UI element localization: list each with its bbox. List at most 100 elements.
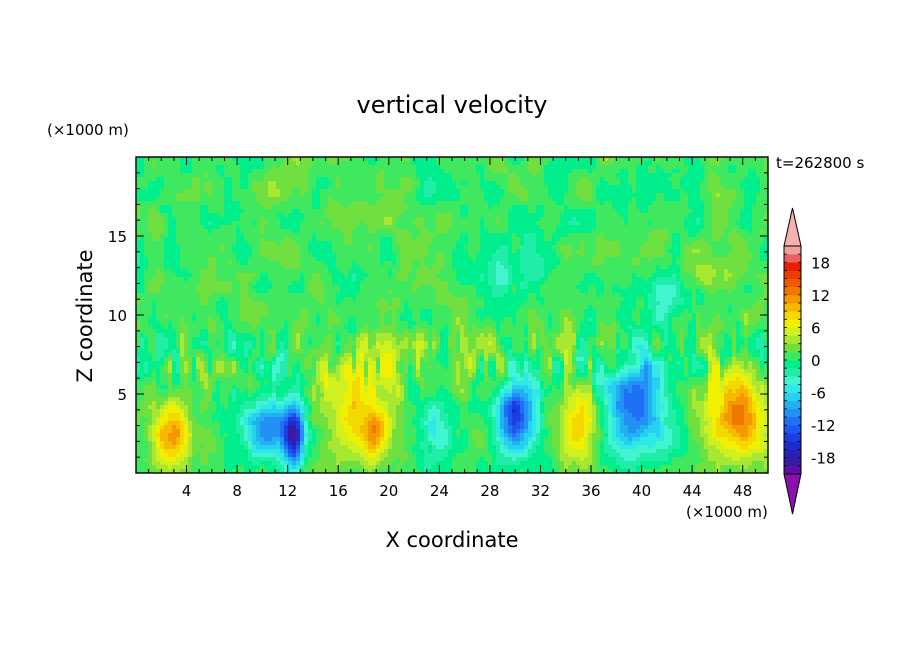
contour-cell bbox=[616, 209, 621, 214]
contour-cell bbox=[696, 193, 701, 198]
contour-cell bbox=[344, 221, 349, 226]
contour-cell bbox=[724, 261, 729, 266]
contour-cell bbox=[208, 273, 213, 278]
contour-cell bbox=[340, 233, 345, 238]
contour-cell bbox=[364, 157, 369, 162]
contour-cell bbox=[472, 165, 477, 170]
contour-cell bbox=[724, 205, 729, 210]
contour-cell bbox=[304, 257, 309, 262]
contour-cell bbox=[244, 213, 249, 218]
contour-cell bbox=[604, 269, 609, 274]
contour-cell bbox=[748, 157, 753, 162]
contour-cell bbox=[736, 189, 741, 194]
contour-cell bbox=[468, 173, 473, 178]
contour-cell bbox=[136, 277, 141, 282]
contour-cell bbox=[632, 169, 637, 174]
contour-cell bbox=[444, 177, 449, 182]
contour-cell bbox=[544, 165, 549, 170]
contour-cell bbox=[196, 233, 201, 238]
contour-cell bbox=[188, 237, 193, 242]
contour-cell bbox=[284, 193, 289, 198]
contour-cell bbox=[408, 257, 413, 262]
contour-cell bbox=[252, 281, 257, 286]
contour-cell bbox=[420, 261, 425, 266]
contour-cell bbox=[676, 273, 681, 278]
contour-cell bbox=[468, 209, 473, 214]
contour-cell bbox=[496, 173, 501, 178]
contour-cell bbox=[476, 249, 481, 254]
contour-cell bbox=[724, 245, 729, 250]
contour-cell bbox=[240, 229, 245, 234]
contour-cell bbox=[416, 241, 421, 246]
contour-cell bbox=[396, 233, 401, 238]
contour-cell bbox=[656, 157, 661, 162]
contour-cell bbox=[732, 201, 737, 206]
contour-cell bbox=[452, 233, 457, 238]
contour-cell bbox=[692, 233, 697, 238]
contour-cell bbox=[412, 233, 417, 238]
contour-cell bbox=[436, 205, 441, 210]
contour-cell bbox=[672, 261, 677, 266]
contour-cell bbox=[588, 213, 593, 218]
contour-cell bbox=[684, 241, 689, 246]
contour-cell bbox=[200, 233, 205, 238]
contour-cell bbox=[532, 185, 537, 190]
contour-cell bbox=[156, 165, 161, 170]
contour-cell bbox=[636, 189, 641, 194]
contour-cell bbox=[320, 277, 325, 282]
contour-cell bbox=[504, 265, 509, 270]
contour-cell bbox=[296, 157, 301, 162]
contour-cell bbox=[376, 217, 381, 222]
contour-cell bbox=[596, 201, 601, 206]
contour-cell bbox=[416, 225, 421, 230]
contour-cell bbox=[744, 185, 749, 190]
contour-cell bbox=[484, 205, 489, 210]
contour-cell bbox=[536, 217, 541, 222]
contour-cell bbox=[372, 173, 377, 178]
contour-cell bbox=[696, 197, 701, 202]
contour-cell bbox=[732, 157, 737, 162]
contour-cell bbox=[664, 181, 669, 186]
contour-cell bbox=[484, 249, 489, 254]
contour-cell bbox=[252, 181, 257, 186]
contour-cell bbox=[608, 213, 613, 218]
contour-cell bbox=[180, 165, 185, 170]
contour-cell bbox=[612, 253, 617, 258]
contour-cell bbox=[288, 225, 293, 230]
contour-cell bbox=[676, 265, 681, 270]
contour-cell bbox=[152, 221, 157, 226]
contour-cell bbox=[176, 273, 181, 278]
contour-cell bbox=[640, 221, 645, 226]
contour-cell bbox=[524, 217, 529, 222]
contour-cell bbox=[376, 237, 381, 242]
contour-cell bbox=[492, 257, 497, 262]
contour-cell bbox=[440, 217, 445, 222]
contour-cell bbox=[584, 229, 589, 234]
contour-cell bbox=[756, 229, 761, 234]
contour-cell bbox=[428, 229, 433, 234]
contour-cell bbox=[664, 217, 669, 222]
contour-cell bbox=[680, 189, 685, 194]
contour-cell bbox=[312, 229, 317, 234]
contour-cell bbox=[284, 161, 289, 166]
contour-cell bbox=[760, 185, 765, 190]
contour-cell bbox=[448, 265, 453, 270]
contour-cell bbox=[148, 161, 153, 166]
contour-cell bbox=[672, 157, 677, 162]
contour-cell bbox=[756, 257, 761, 262]
contour-cell bbox=[572, 201, 577, 206]
contour-cell bbox=[288, 273, 293, 278]
contour-cell bbox=[656, 225, 661, 230]
contour-cell bbox=[252, 217, 257, 222]
contour-cell bbox=[692, 189, 697, 194]
contour-cell bbox=[332, 157, 337, 162]
contour-cell bbox=[388, 209, 393, 214]
contour-cell bbox=[168, 241, 173, 246]
contour-cell bbox=[368, 273, 373, 278]
contour-cell bbox=[304, 225, 309, 230]
contour-cell bbox=[316, 249, 321, 254]
contour-cell bbox=[264, 213, 269, 218]
contour-cell bbox=[516, 193, 521, 198]
contour-cell bbox=[260, 225, 265, 230]
contour-cell bbox=[284, 169, 289, 174]
